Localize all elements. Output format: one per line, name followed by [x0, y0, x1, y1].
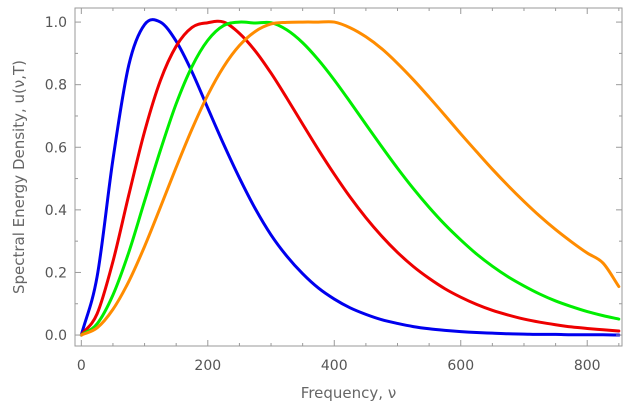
y-tick-label: 0.4: [45, 203, 67, 219]
series-line-2: [79, 19, 621, 337]
x-tick-label: 400: [321, 358, 348, 374]
x-tick-label: 0: [77, 358, 86, 374]
series-layer: [79, 18, 621, 337]
y-tick-label: 0.2: [45, 265, 67, 281]
y-tick-label: 0.0: [45, 328, 67, 344]
series-line-3: [79, 20, 621, 337]
x-axis-title: Frequency, ν: [301, 384, 396, 402]
x-tick-label: 600: [447, 358, 474, 374]
y-tick-label: 0.6: [45, 140, 67, 156]
y-tick-label: 1.0: [45, 15, 67, 31]
x-tick-label: 200: [194, 358, 221, 374]
x-tick-label: 800: [574, 358, 601, 374]
series-line-1: [79, 18, 621, 337]
series-line-4: [79, 20, 621, 337]
y-tick-label: 0.8: [45, 78, 67, 94]
plot-frame: [74, 7, 623, 347]
y-axis-title: Spectral Energy Density, u(ν,T): [10, 60, 28, 294]
